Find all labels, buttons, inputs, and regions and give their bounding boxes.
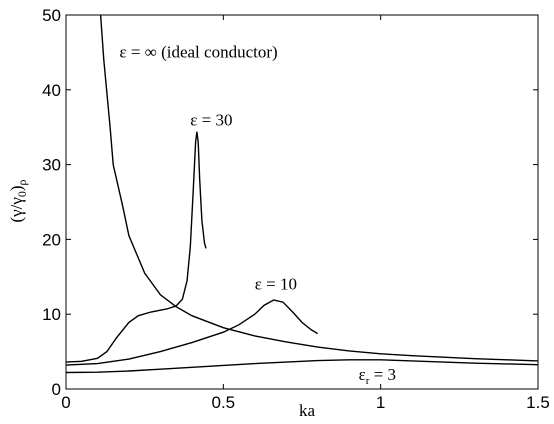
annotation-e10: ε = 10 [255,275,297,294]
x-tick-label: 0 [61,393,70,412]
annotation-e3: εr = 3 [359,365,396,387]
annotation-inf: ε = ∞ (ideal conductor) [119,43,277,62]
x-tick-label: 1 [376,393,385,412]
x-tick-label: 1.5 [526,393,550,412]
x-axis-label: ka [299,401,316,420]
y-tick-label: 20 [42,230,61,249]
series-line-1 [65,131,207,363]
y-tick-label: 30 [42,156,61,175]
plot-frame [65,14,539,390]
series-line-0 [99,14,539,362]
annotation-e30: ε = 30 [190,111,232,130]
y-tick-label: 0 [52,380,61,399]
x-axis-tick-labels: 0 0.5 1 1.5 [61,393,550,412]
annotation-layer: ε = ∞ (ideal conductor) ε = 30 ε = 10 εr = … [119,43,396,387]
x-axis-ticks [65,15,539,389]
x-tick-label: 0.5 [212,393,236,412]
y-axis-label: (γ/γ0)ρ [7,179,29,222]
y-axis-tick-labels: 0 10 20 30 40 50 [42,6,61,399]
y-tick-label: 40 [42,81,61,100]
series-line-2 [65,299,319,366]
series-line-3 [65,359,539,374]
y-axis-ticks [66,14,538,390]
series-layer [65,14,539,374]
y-tick-label: 10 [42,305,61,324]
y-tick-label: 50 [42,6,61,25]
